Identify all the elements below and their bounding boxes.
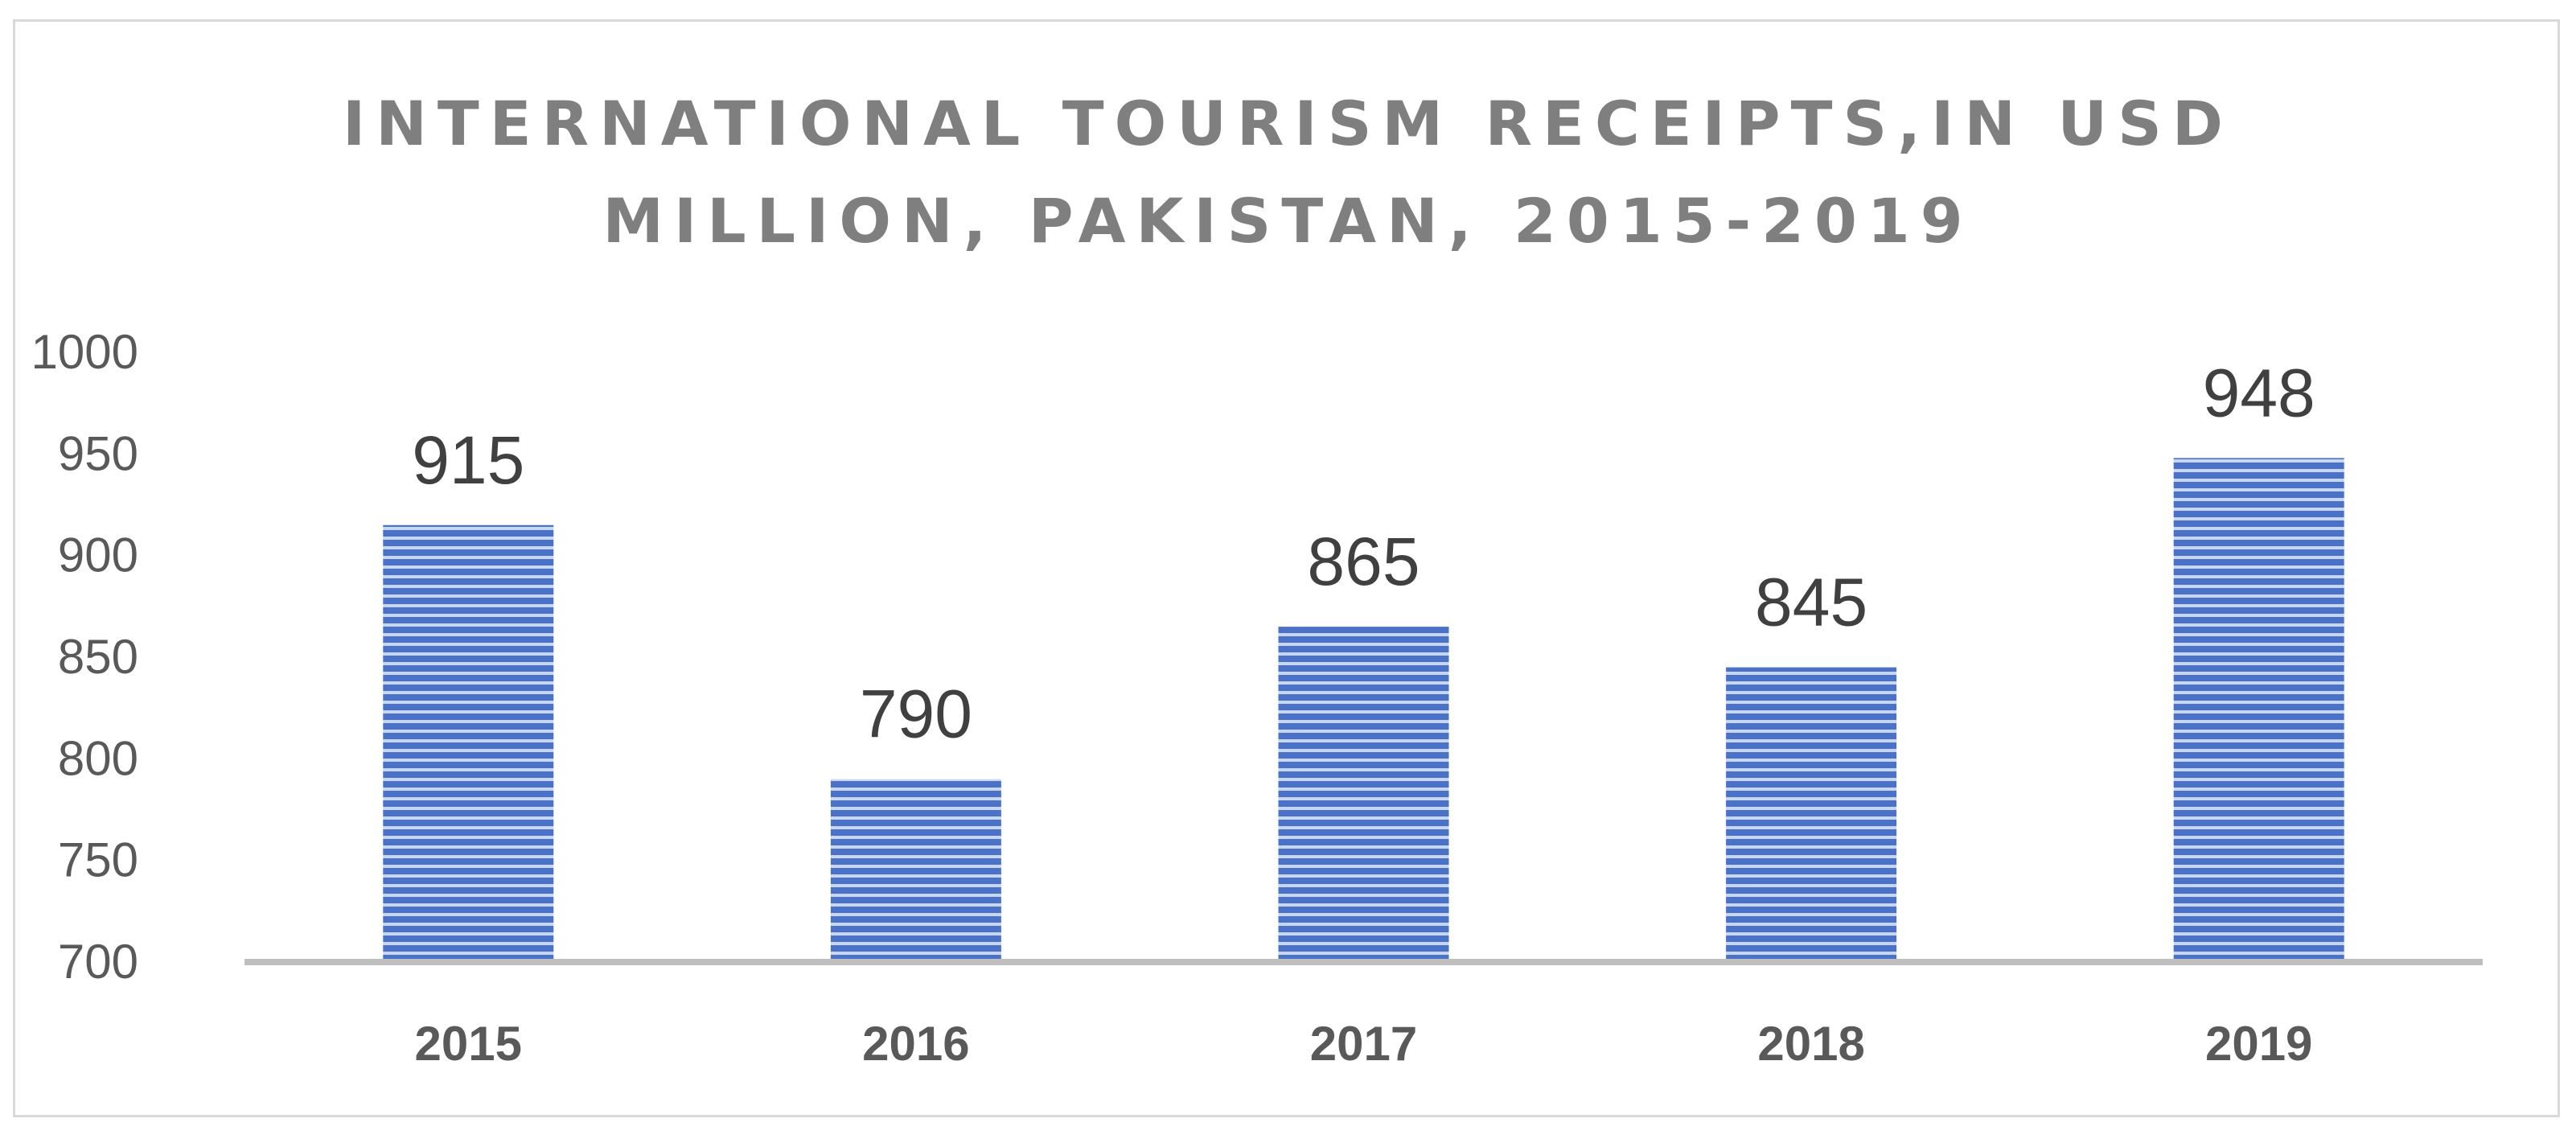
bars [383, 458, 2344, 962]
chart-title-line-1: INTERNATIONAL TOURISM RECEIPTS,IN USD [343, 88, 2233, 159]
data-label-2019: 948 [2203, 355, 2315, 430]
x-tick-label-2018: 2018 [1757, 1017, 1864, 1071]
chart-title-line-2: MILLION, PAKISTAN, 2015-2019 [602, 185, 1974, 257]
y-tick-label: 750 [58, 833, 138, 887]
data-label-2017: 865 [1307, 524, 1419, 599]
x-tick-label-2016: 2016 [862, 1017, 969, 1071]
bar-2016 [830, 779, 1001, 962]
x-tick-label-2015: 2015 [415, 1017, 522, 1071]
y-tick-label: 1000 [31, 325, 138, 379]
x-tick-label-2019: 2019 [2205, 1017, 2312, 1071]
bar-2019 [2173, 458, 2344, 962]
y-tick-label: 800 [58, 731, 138, 785]
x-axis-ticks: 2015 2016 2017 2018 2019 [415, 1017, 2313, 1071]
x-tick-label-2017: 2017 [1310, 1017, 1417, 1071]
data-label-2016: 790 [860, 676, 972, 752]
y-tick-label: 700 [58, 935, 138, 989]
data-labels: 915 790 865 845 948 [412, 355, 2315, 751]
y-tick-label: 900 [58, 528, 138, 582]
y-tick-label: 850 [58, 630, 138, 684]
data-label-2015: 915 [412, 422, 524, 498]
bar-2017 [1278, 627, 1449, 962]
bar-2018 [1726, 667, 1897, 962]
y-tick-label: 950 [58, 426, 138, 480]
data-label-2018: 845 [1755, 565, 1867, 640]
y-axis-ticks: 1000 950 900 850 800 750 700 [31, 325, 138, 989]
bar-2015 [383, 524, 554, 962]
